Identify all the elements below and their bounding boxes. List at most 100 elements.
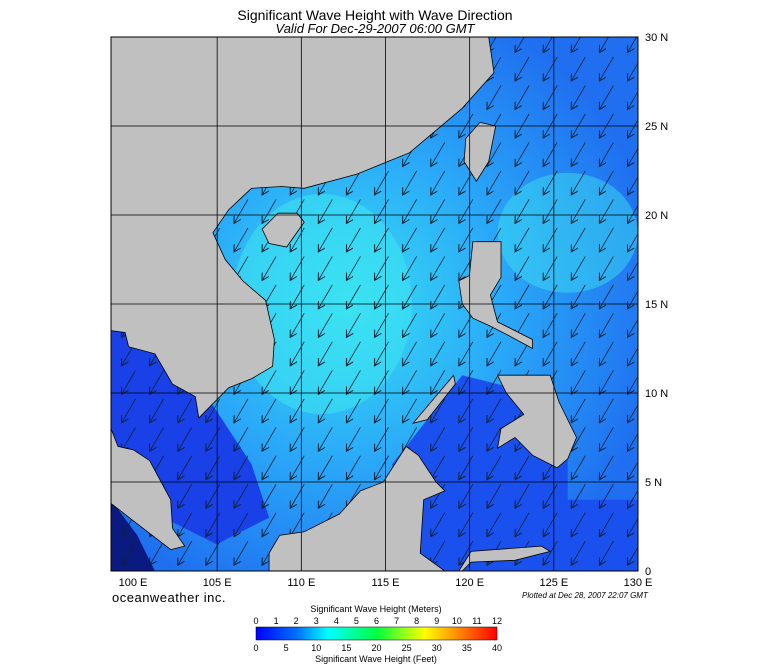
- wave-arrow: [178, 398, 193, 423]
- wave-arrow: [375, 427, 389, 451]
- wave-arrow: [234, 484, 249, 508]
- title: Significant Wave Height with Wave Direct…: [237, 7, 512, 23]
- wave-arrow: [459, 540, 474, 565]
- wave-arrow: [375, 313, 389, 337]
- wave-arrow: [234, 540, 249, 565]
- wave-arrow: [375, 341, 389, 366]
- wave-arrow: [515, 37, 525, 53]
- wave-arrow: [599, 540, 614, 565]
- wave-arrow: [487, 455, 502, 480]
- wave-arrow: [346, 256, 361, 280]
- colorbar-tick-meters: 4: [334, 616, 339, 626]
- wave-arrow: [318, 199, 333, 223]
- wave-arrow: [403, 256, 417, 280]
- wave-arrow: [234, 227, 249, 252]
- wave-arrow: [262, 484, 277, 508]
- wave-arrow: [627, 290, 638, 309]
- wave-arrow: [403, 398, 417, 423]
- wave-arrow: [346, 170, 361, 195]
- wave-arrow: [346, 284, 361, 309]
- wave-arrow: [459, 484, 474, 508]
- wave-arrow: [487, 370, 502, 394]
- wave-arrow: [599, 37, 609, 53]
- wave-arrow: [403, 284, 417, 309]
- wave-arrow: [515, 256, 530, 280]
- wave-arrow: [627, 432, 638, 451]
- wave-arrow: [375, 199, 389, 223]
- wave-arrow: [431, 199, 446, 223]
- lon-label: 130 E: [624, 577, 653, 589]
- wave-arrow: [431, 455, 446, 480]
- wave-arrow: [122, 398, 136, 423]
- wave-arrow: [627, 517, 638, 537]
- colorbar-tick-meters: 7: [394, 616, 399, 626]
- wave-arrow: [543, 227, 558, 252]
- wave-arrow: [543, 56, 558, 81]
- wave-arrow: [543, 512, 558, 537]
- wave-arrow: [375, 170, 389, 195]
- wave-arrow: [431, 341, 446, 366]
- land: [496, 374, 577, 469]
- wave-arrow: [487, 398, 502, 423]
- wave-arrow: [234, 512, 249, 537]
- colorbar-tick-feet: 5: [284, 643, 289, 653]
- wave-arrow: [459, 313, 474, 337]
- colorbar-tick-meters: 9: [434, 616, 439, 626]
- colorbar-tick-feet: 20: [371, 643, 381, 653]
- wave-arrow: [459, 227, 474, 252]
- lat-label: 0: [645, 566, 651, 578]
- colorbar-tick-feet: 15: [341, 643, 351, 653]
- wave-arrow: [290, 313, 305, 337]
- colorbar-tick-meters: 12: [492, 616, 502, 626]
- wave-arrow: [599, 142, 614, 166]
- wave-arrow: [290, 427, 305, 451]
- wave-arrow: [122, 427, 136, 451]
- lat-label: 20 N: [645, 210, 668, 222]
- wave-arrow: [515, 341, 530, 366]
- wave-arrow: [318, 398, 333, 423]
- wave-arrow: [346, 398, 361, 423]
- wave-arrow: [431, 256, 446, 280]
- wave-arrow: [571, 313, 586, 337]
- wave-arrow: [543, 199, 558, 223]
- wave-arrow: [150, 398, 165, 423]
- wave-arrow: [543, 313, 558, 337]
- colorbar-title-meters: Significant Wave Height (Meters): [310, 604, 441, 614]
- wave-arrow: [571, 455, 586, 480]
- wave-arrow: [431, 540, 446, 565]
- wave-arrow: [627, 318, 638, 337]
- land: [111, 428, 186, 551]
- wave-arrow: [599, 370, 614, 394]
- colorbar-title-feet: Significant Wave Height (Feet): [315, 654, 437, 664]
- wave-arrow: [487, 142, 502, 166]
- wave-arrow: [627, 204, 638, 223]
- wave-arrow: [627, 90, 638, 110]
- wave-arrow: [403, 313, 417, 337]
- wave-arrow: [571, 370, 586, 394]
- wave-arrow: [346, 370, 361, 394]
- wave-arrow: [543, 540, 558, 565]
- wave-arrow: [178, 540, 193, 565]
- wave-arrow: [599, 170, 614, 195]
- wave-arrow: [290, 341, 305, 366]
- colorbar-tick-meters: 3: [314, 616, 319, 626]
- wave-arrow: [627, 233, 638, 252]
- wave-arrow: [178, 484, 193, 508]
- land: [458, 241, 533, 350]
- wave-arrow: [487, 512, 502, 537]
- wave-arrow: [122, 540, 136, 565]
- lon-label: 120 E: [455, 577, 484, 589]
- wave-arrow: [599, 341, 614, 366]
- wave-arrow: [571, 56, 586, 81]
- wave-arrow: [571, 284, 586, 309]
- wave-arrow: [627, 176, 638, 195]
- wave-arrow: [150, 427, 165, 451]
- lon-label: 125 E: [539, 577, 568, 589]
- colorbar-tick-feet: 40: [492, 643, 502, 653]
- wave-arrow: [571, 341, 586, 366]
- wave-arrow: [627, 375, 638, 394]
- wave-arrow: [346, 455, 361, 480]
- wave-arrow: [515, 227, 530, 252]
- wave-arrow: [571, 484, 586, 508]
- wave-arrow: [515, 284, 530, 309]
